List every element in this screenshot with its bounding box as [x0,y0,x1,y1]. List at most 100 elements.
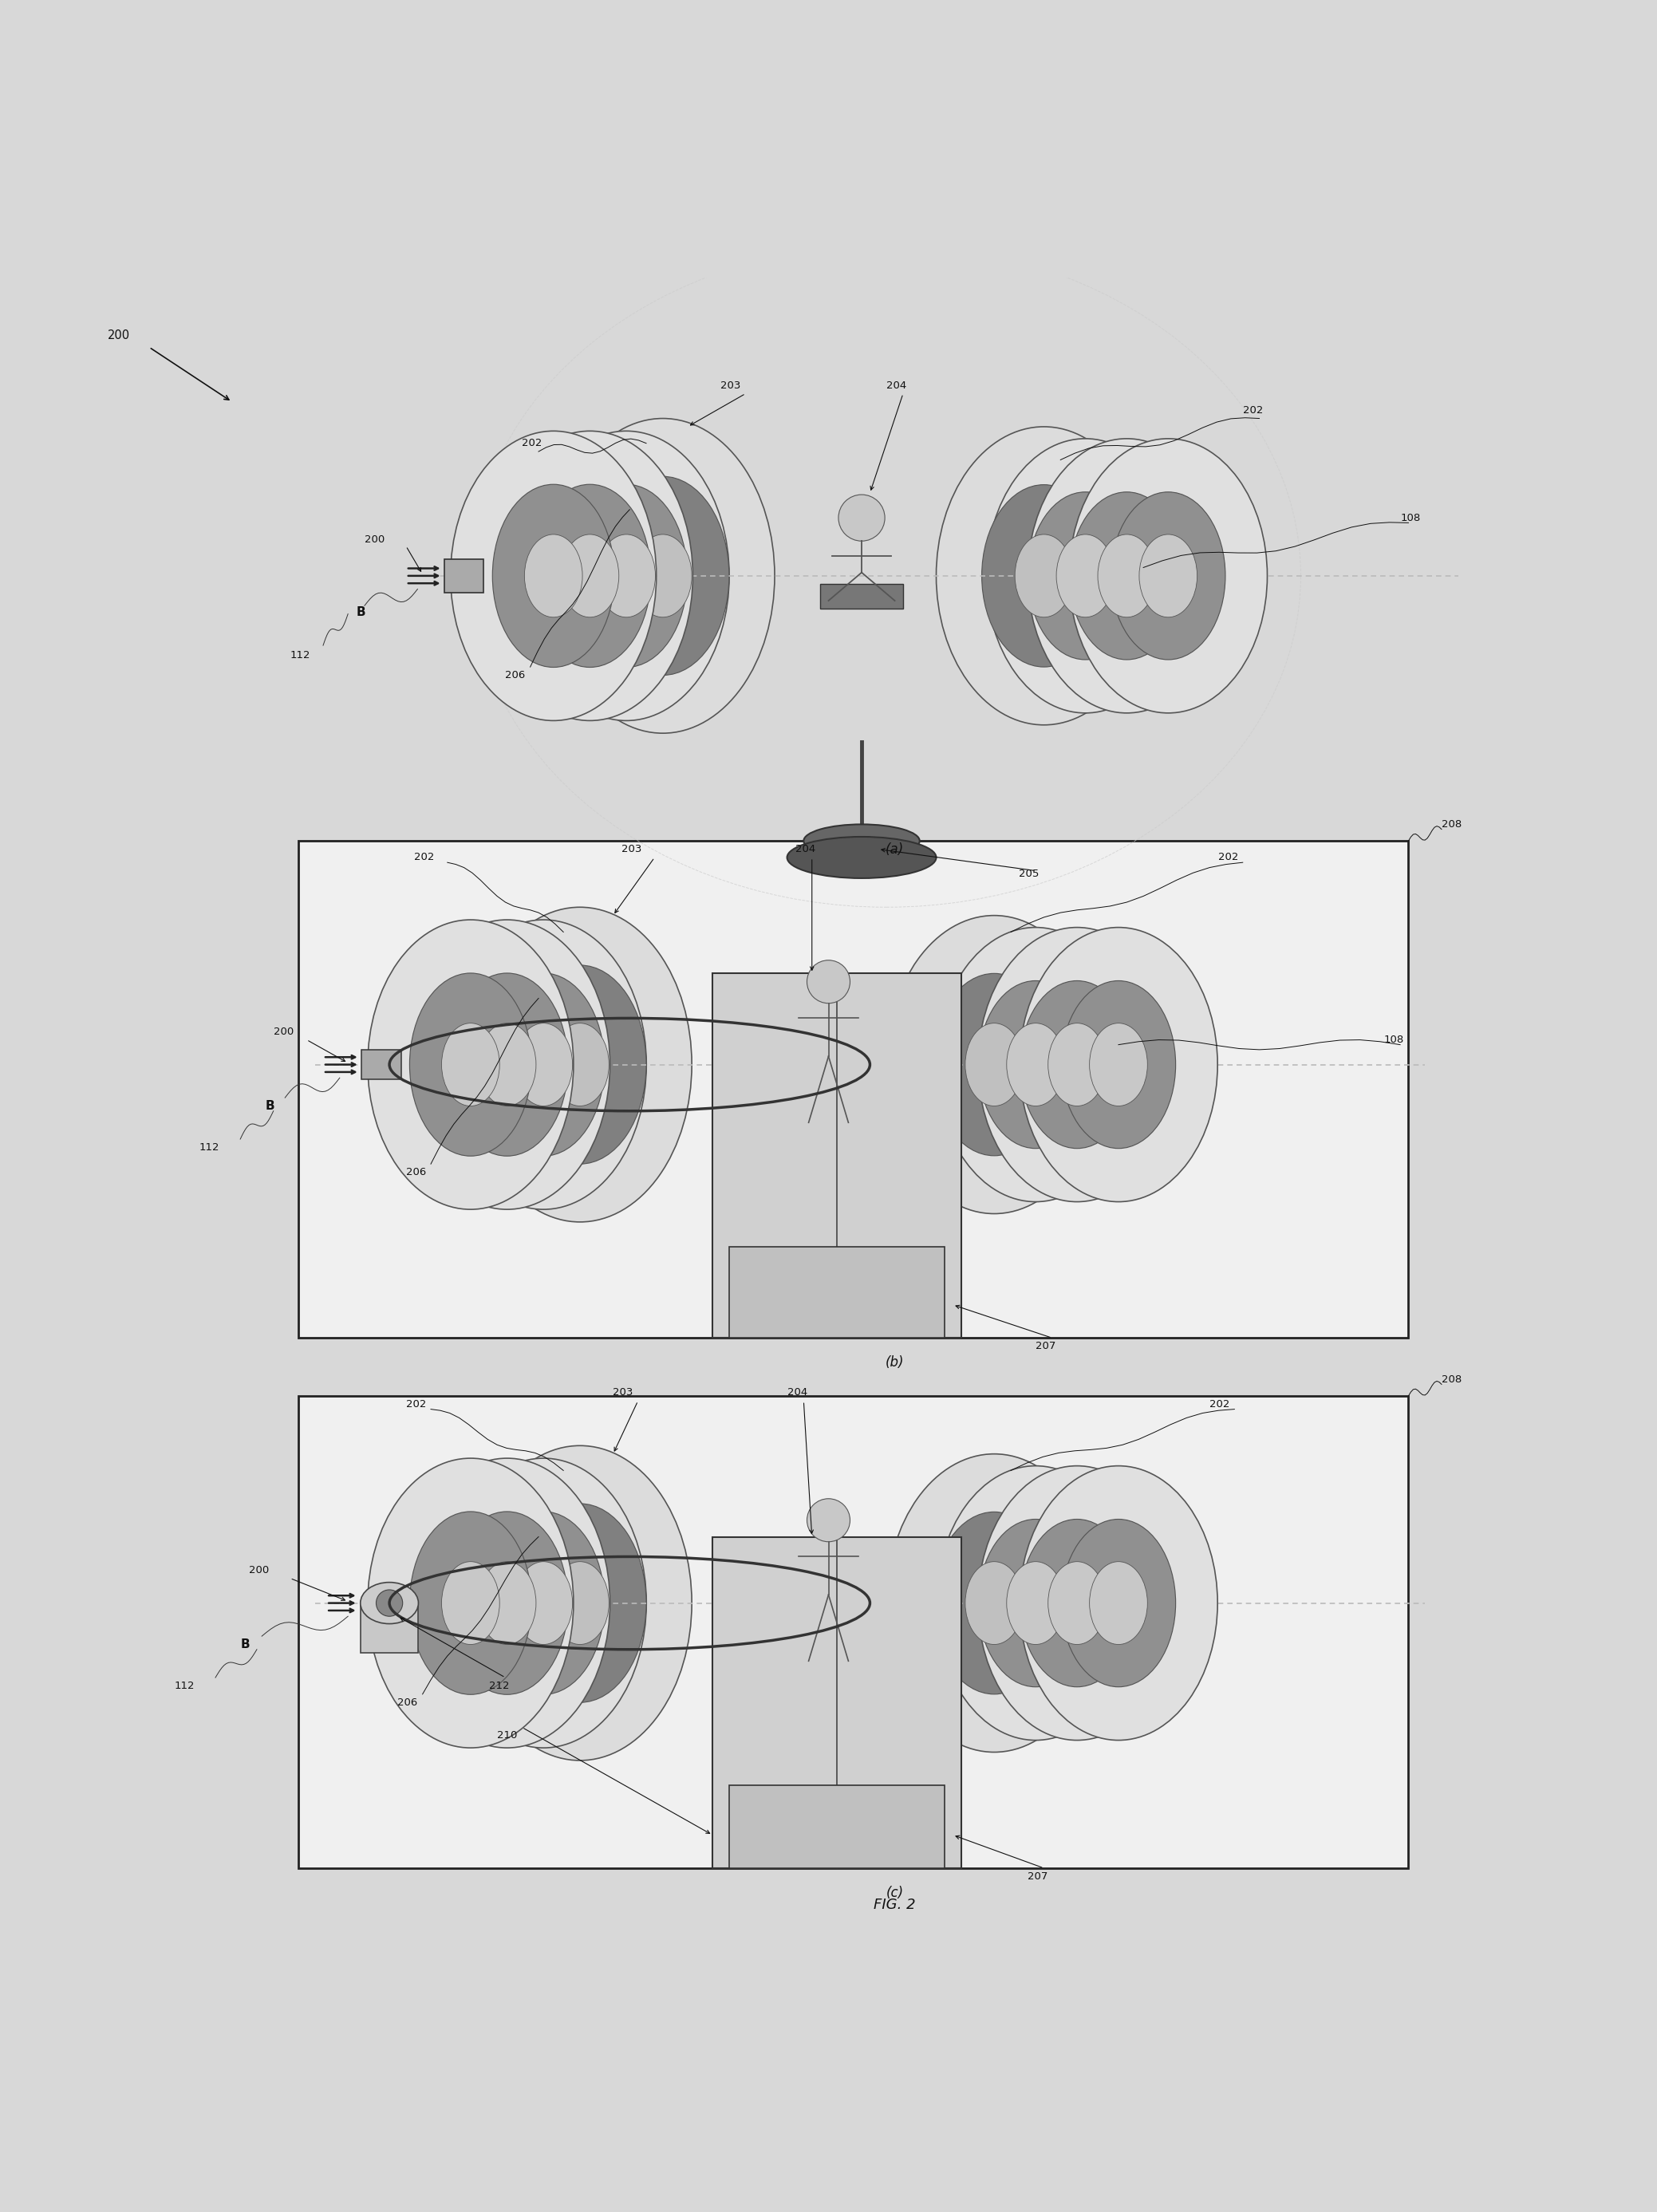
Bar [820,584,903,608]
Ellipse shape [964,1024,1024,1106]
Ellipse shape [514,1024,573,1106]
Ellipse shape [886,916,1102,1214]
Text: 202: 202 [1218,852,1238,863]
Ellipse shape [1060,980,1176,1148]
Ellipse shape [978,927,1176,1201]
Text: 202: 202 [1210,1398,1229,1409]
Ellipse shape [1027,491,1143,659]
Ellipse shape [404,1458,610,1747]
Ellipse shape [931,1513,1057,1694]
Bar [729,1248,944,1338]
Text: 202: 202 [406,1398,426,1409]
Ellipse shape [1060,1520,1176,1688]
Text: 108: 108 [1400,513,1420,522]
Circle shape [807,1500,850,1542]
Ellipse shape [1140,535,1196,617]
Ellipse shape [560,535,620,617]
Text: 202: 202 [1243,405,1263,416]
Ellipse shape [451,431,656,721]
Text: 206: 206 [398,1697,418,1708]
Text: FIG. 2: FIG. 2 [873,1898,916,1911]
Ellipse shape [936,927,1135,1201]
Ellipse shape [492,484,615,668]
Text: 203: 203 [721,380,741,392]
Text: 203: 203 [621,845,641,854]
Ellipse shape [1019,1520,1133,1688]
Text: 202: 202 [522,438,542,449]
Text: 208: 208 [1442,1374,1461,1385]
Text: 204: 204 [787,1387,807,1398]
Ellipse shape [524,535,583,617]
Ellipse shape [936,427,1152,726]
Ellipse shape [981,484,1107,668]
Ellipse shape [409,973,532,1157]
Bar [298,1396,1408,1869]
Ellipse shape [482,1511,605,1694]
Text: 206: 206 [406,1168,426,1177]
Ellipse shape [446,973,568,1157]
Ellipse shape [1014,535,1074,617]
Ellipse shape [360,1582,418,1624]
Text: (c): (c) [886,1887,903,1900]
Text: B: B [240,1639,250,1650]
Text: 205: 205 [1019,869,1039,878]
Ellipse shape [1006,1562,1065,1644]
Circle shape [807,960,850,1004]
Ellipse shape [1027,438,1226,712]
Ellipse shape [964,1562,1024,1644]
Ellipse shape [1069,438,1268,712]
Bar [729,1785,944,1869]
Text: 200: 200 [249,1564,268,1575]
Text: (b): (b) [885,1356,905,1369]
Ellipse shape [514,1504,646,1703]
Ellipse shape [936,1467,1135,1741]
Ellipse shape [1057,535,1114,617]
Ellipse shape [804,825,920,858]
Ellipse shape [1110,491,1226,659]
Ellipse shape [978,1467,1176,1741]
Ellipse shape [787,836,936,878]
Ellipse shape [550,1562,608,1644]
Ellipse shape [441,1562,499,1644]
Text: 212: 212 [489,1681,509,1690]
Bar [713,973,961,1338]
Text: 112: 112 [174,1681,194,1690]
Text: 200: 200 [365,533,384,544]
Ellipse shape [368,920,573,1210]
Ellipse shape [550,1024,608,1106]
Ellipse shape [487,431,693,721]
Ellipse shape [597,535,655,617]
Text: 112: 112 [290,650,310,661]
Text: 207: 207 [1036,1340,1056,1352]
Ellipse shape [441,920,646,1210]
Ellipse shape [467,1447,691,1761]
Circle shape [838,495,885,542]
Ellipse shape [1097,535,1157,617]
Bar [298,841,1408,1338]
Ellipse shape [931,973,1057,1155]
Ellipse shape [1019,980,1133,1148]
Ellipse shape [1006,1024,1065,1106]
Ellipse shape [482,973,605,1157]
Text: 204: 204 [795,845,815,854]
Text: 204: 204 [886,380,906,392]
Ellipse shape [978,1520,1094,1688]
Ellipse shape [886,1453,1102,1752]
Text: 208: 208 [1442,818,1461,830]
Ellipse shape [633,535,691,617]
Bar [713,1537,961,1869]
Ellipse shape [1089,1562,1147,1644]
Text: 200: 200 [108,330,131,341]
Ellipse shape [479,1024,537,1106]
Ellipse shape [1019,1467,1218,1741]
Bar [361,1604,418,1652]
Ellipse shape [479,1562,537,1644]
Ellipse shape [441,1024,499,1106]
Ellipse shape [597,476,729,675]
Text: 108: 108 [1384,1035,1403,1044]
Ellipse shape [514,1562,573,1644]
Ellipse shape [1047,1562,1107,1644]
Ellipse shape [446,1511,568,1694]
Ellipse shape [409,1511,532,1694]
Ellipse shape [986,438,1185,712]
